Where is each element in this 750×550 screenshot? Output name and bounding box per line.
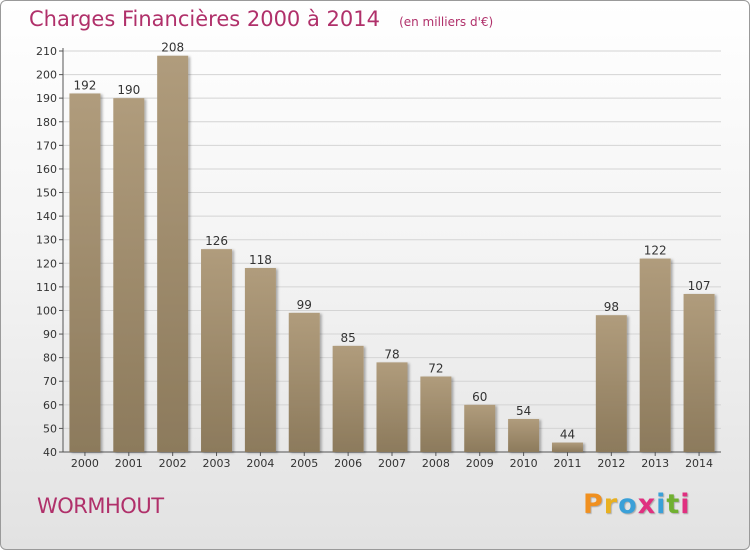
bar-2012 bbox=[595, 315, 627, 452]
x-tick-label-2007: 2007 bbox=[378, 457, 406, 470]
data-label-2009: 60 bbox=[472, 390, 487, 404]
data-label-2006: 85 bbox=[340, 331, 355, 345]
x-tick-label-2009: 2009 bbox=[466, 457, 494, 470]
y-tick-label: 190 bbox=[36, 92, 57, 105]
x-tick-label-2013: 2013 bbox=[641, 457, 669, 470]
y-tick-label: 50 bbox=[43, 422, 57, 435]
logo-letter: i bbox=[680, 489, 691, 520]
y-tick-label: 110 bbox=[36, 281, 57, 294]
y-tick-label: 70 bbox=[43, 375, 57, 388]
y-tick-label: 180 bbox=[36, 116, 57, 129]
x-tick-label-2014: 2014 bbox=[685, 457, 713, 470]
bar-2013 bbox=[639, 258, 671, 452]
commune-name: WORMHOUT bbox=[37, 494, 164, 518]
bar-2000 bbox=[69, 93, 101, 452]
data-label-2007: 78 bbox=[384, 347, 399, 361]
y-tick-label: 80 bbox=[43, 352, 57, 365]
y-tick-label: 140 bbox=[36, 210, 57, 223]
chart-title-main: Charges Financières 2000 à 2014 bbox=[29, 7, 380, 31]
logo-letter: r bbox=[603, 489, 619, 520]
data-label-2003: 126 bbox=[205, 234, 228, 248]
x-tick-label-2000: 2000 bbox=[71, 457, 99, 470]
bar-2005 bbox=[288, 312, 320, 452]
y-tick-label: 90 bbox=[43, 328, 57, 341]
bar-2008 bbox=[420, 376, 452, 452]
bar-2004 bbox=[244, 268, 276, 452]
y-tick-label: 130 bbox=[36, 234, 57, 247]
bar-2010 bbox=[508, 418, 540, 452]
chart-title-unit: (en milliers d'€) bbox=[399, 15, 494, 29]
data-label-2011: 44 bbox=[560, 428, 575, 442]
x-tick-label-2002: 2002 bbox=[159, 457, 187, 470]
logo-letter: x bbox=[637, 489, 657, 520]
x-tick-label-2011: 2011 bbox=[553, 457, 581, 470]
data-label-2012: 98 bbox=[604, 300, 619, 314]
data-label-2014: 107 bbox=[688, 279, 711, 293]
x-tick-label-2005: 2005 bbox=[290, 457, 318, 470]
y-tick-label: 170 bbox=[36, 139, 57, 152]
x-tick-label-2006: 2006 bbox=[334, 457, 362, 470]
bar-2007 bbox=[376, 362, 408, 452]
x-tick-label-2004: 2004 bbox=[246, 457, 274, 470]
chart-title: Charges Financières 2000 à 2014 (en mill… bbox=[29, 7, 493, 31]
data-label-2001: 190 bbox=[117, 83, 140, 97]
x-tick-label-2010: 2010 bbox=[510, 457, 538, 470]
bar-2006 bbox=[332, 345, 364, 452]
y-tick-label: 150 bbox=[36, 187, 57, 200]
bar-2014 bbox=[683, 293, 715, 452]
logo-letter: t bbox=[666, 489, 681, 520]
logo-letter: P bbox=[583, 489, 604, 520]
y-tick-label: 210 bbox=[36, 45, 57, 58]
bar-2003 bbox=[201, 249, 233, 452]
data-label-2013: 122 bbox=[644, 244, 667, 258]
y-tick-label: 160 bbox=[36, 163, 57, 176]
data-label-2008: 72 bbox=[428, 362, 443, 376]
logo-letter: i bbox=[656, 489, 667, 520]
bar-2002 bbox=[157, 55, 189, 452]
logo-letter: o bbox=[618, 489, 638, 520]
proxiti-logo: Proxiti bbox=[583, 489, 691, 520]
x-tick-label-2008: 2008 bbox=[422, 457, 450, 470]
y-tick-label: 40 bbox=[43, 446, 57, 459]
y-tick-label: 100 bbox=[36, 304, 57, 317]
x-tick-label-2012: 2012 bbox=[597, 457, 625, 470]
x-tick-label-2001: 2001 bbox=[115, 457, 143, 470]
bar-2009 bbox=[464, 404, 496, 452]
y-tick-label: 120 bbox=[36, 257, 57, 270]
data-label-2010: 54 bbox=[516, 404, 531, 418]
data-label-2000: 192 bbox=[73, 78, 96, 92]
y-tick-label: 60 bbox=[43, 399, 57, 412]
x-tick-label-2003: 2003 bbox=[203, 457, 231, 470]
data-label-2004: 118 bbox=[249, 253, 272, 267]
bar-2011 bbox=[551, 442, 583, 452]
data-label-2002: 208 bbox=[161, 41, 184, 55]
data-label-2005: 99 bbox=[297, 298, 312, 312]
y-tick-label: 200 bbox=[36, 69, 57, 82]
bar-2001 bbox=[113, 98, 145, 453]
